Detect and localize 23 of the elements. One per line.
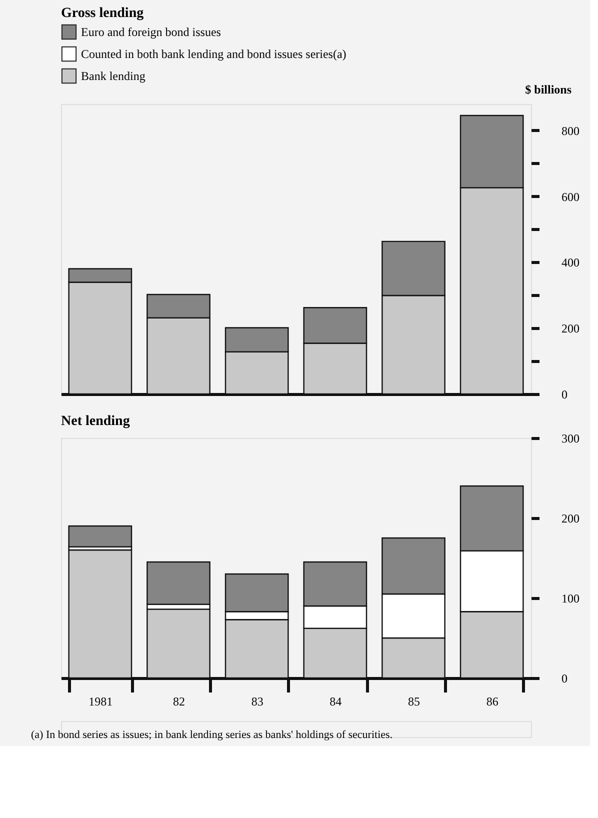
y-tick-label: 400 xyxy=(562,256,580,270)
chart-title: Net lending xyxy=(61,414,130,429)
x-tick-label: 83 xyxy=(251,694,264,708)
y-tick-label: 300 xyxy=(562,432,580,446)
x-tick-label: 85 xyxy=(408,694,420,708)
bar xyxy=(68,525,132,548)
y-tick-label: 100 xyxy=(562,592,580,606)
y-tick-label: 200 xyxy=(562,322,580,336)
x-tick-label: 84 xyxy=(330,694,342,708)
y-tick-label: 600 xyxy=(562,190,580,204)
x-tick-label: 1981 xyxy=(88,694,113,708)
y-tick-label: 200 xyxy=(562,512,580,526)
legend-label: Euro and foreign bond issues xyxy=(81,25,222,39)
legend-label: Bank lending xyxy=(81,69,146,83)
x-tick-label: 86 xyxy=(486,694,498,708)
y-tick-label: 0 xyxy=(562,388,568,402)
chart-title: Gross lending xyxy=(61,6,144,21)
text: (a) In bond series as issues; in bank lending series as banks' holdings of securities. xyxy=(31,729,393,741)
y-tick-label: 0 xyxy=(562,672,568,686)
x-tick-label: 82 xyxy=(173,694,185,708)
y-tick-label: 800 xyxy=(562,124,580,138)
y-axis-title: $ billions xyxy=(525,82,572,96)
legend-label: Counted in both bank lending and bond issues series(a) xyxy=(81,47,346,61)
